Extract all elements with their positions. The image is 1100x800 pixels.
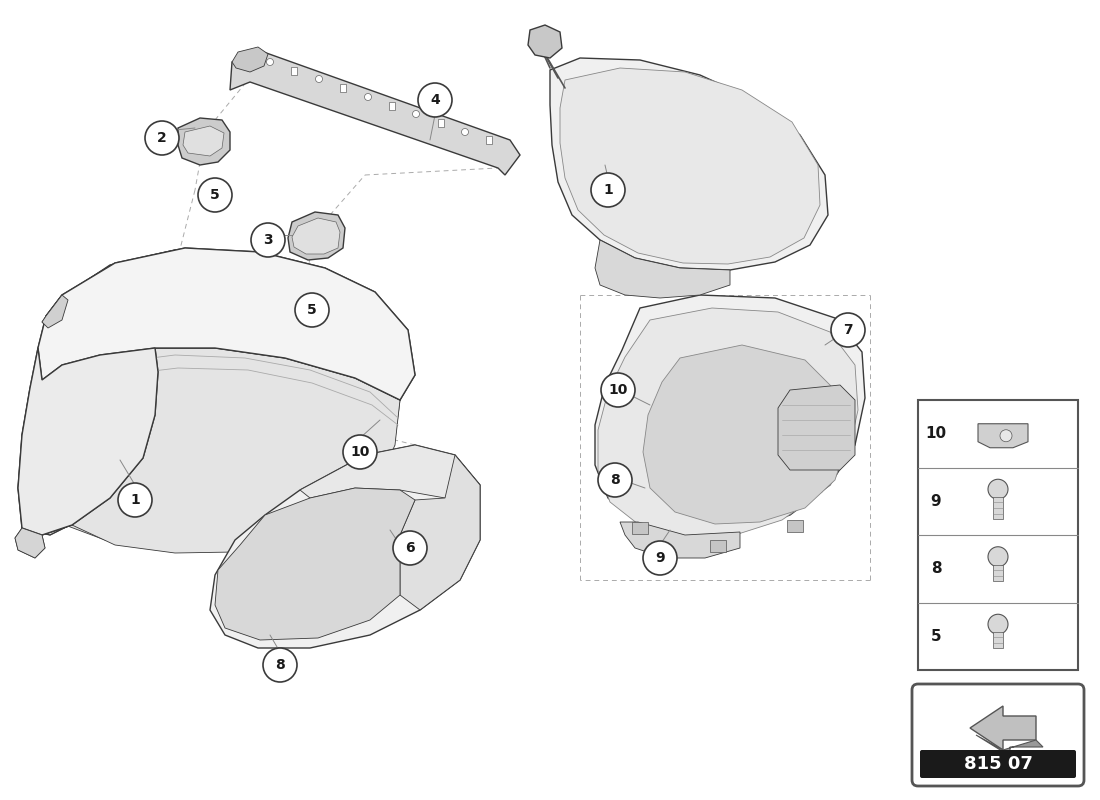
Text: 5: 5 [931, 629, 942, 644]
Text: 2: 2 [157, 131, 167, 145]
Text: 10: 10 [350, 445, 370, 459]
Bar [292, 67, 297, 75]
Polygon shape [528, 25, 562, 58]
Polygon shape [22, 348, 155, 535]
Circle shape [988, 479, 1008, 499]
Text: 9: 9 [931, 494, 942, 509]
Polygon shape [18, 348, 158, 535]
Polygon shape [550, 58, 828, 270]
Polygon shape [178, 118, 230, 165]
Text: 5: 5 [307, 303, 317, 317]
Bar [438, 119, 444, 127]
Text: 1: 1 [603, 183, 613, 197]
Polygon shape [292, 218, 340, 254]
Polygon shape [214, 488, 415, 640]
Polygon shape [993, 632, 1003, 648]
Polygon shape [786, 520, 803, 532]
Polygon shape [42, 295, 68, 328]
Polygon shape [976, 735, 1043, 756]
Circle shape [364, 94, 372, 101]
Polygon shape [644, 345, 848, 524]
Polygon shape [232, 47, 268, 72]
Circle shape [198, 178, 232, 212]
Polygon shape [15, 528, 45, 558]
Circle shape [393, 531, 427, 565]
Text: 8: 8 [610, 473, 620, 487]
Polygon shape [970, 706, 1036, 750]
Polygon shape [778, 385, 855, 470]
Polygon shape [210, 445, 480, 648]
Circle shape [266, 58, 274, 66]
Text: 815 07: 815 07 [964, 755, 1033, 773]
Text: 9: 9 [656, 551, 664, 565]
Polygon shape [620, 522, 740, 558]
Text: 1: 1 [130, 493, 140, 507]
Circle shape [263, 648, 297, 682]
Circle shape [145, 121, 179, 155]
Polygon shape [15, 528, 45, 558]
Circle shape [251, 223, 285, 257]
Circle shape [598, 463, 632, 497]
Circle shape [295, 293, 329, 327]
Polygon shape [978, 424, 1028, 448]
Circle shape [830, 313, 865, 347]
Circle shape [462, 129, 469, 135]
FancyBboxPatch shape [918, 400, 1078, 670]
Text: 6: 6 [405, 541, 415, 555]
Bar [389, 102, 395, 110]
FancyBboxPatch shape [912, 684, 1084, 786]
Text: 4: 4 [430, 93, 440, 107]
Bar [340, 84, 346, 92]
FancyBboxPatch shape [920, 750, 1076, 778]
Polygon shape [710, 540, 726, 552]
Circle shape [1000, 430, 1012, 442]
Polygon shape [400, 455, 480, 610]
Polygon shape [993, 498, 1003, 519]
Text: 5: 5 [210, 188, 220, 202]
Polygon shape [39, 248, 415, 400]
Polygon shape [42, 295, 68, 328]
Polygon shape [39, 248, 415, 400]
Polygon shape [993, 565, 1003, 581]
Bar [486, 136, 492, 144]
Polygon shape [560, 68, 820, 264]
Circle shape [988, 614, 1008, 634]
Polygon shape [595, 295, 865, 535]
Text: 8: 8 [931, 562, 942, 576]
Polygon shape [18, 348, 400, 553]
Circle shape [412, 110, 419, 118]
Polygon shape [230, 50, 520, 175]
Text: 7: 7 [844, 323, 852, 337]
Circle shape [418, 83, 452, 117]
Polygon shape [595, 240, 730, 298]
Text: 10: 10 [608, 383, 628, 397]
Circle shape [988, 546, 1008, 566]
Polygon shape [632, 522, 648, 534]
Circle shape [118, 483, 152, 517]
Polygon shape [300, 445, 480, 498]
Circle shape [316, 75, 322, 82]
Circle shape [601, 373, 635, 407]
Circle shape [343, 435, 377, 469]
Text: 3: 3 [263, 233, 273, 247]
Circle shape [644, 541, 676, 575]
Polygon shape [39, 250, 410, 400]
Circle shape [591, 173, 625, 207]
Text: 8: 8 [275, 658, 285, 672]
Text: 10: 10 [925, 426, 947, 442]
Polygon shape [18, 348, 158, 535]
Polygon shape [183, 126, 224, 156]
Polygon shape [598, 308, 858, 537]
Polygon shape [22, 345, 400, 548]
Polygon shape [288, 212, 345, 260]
